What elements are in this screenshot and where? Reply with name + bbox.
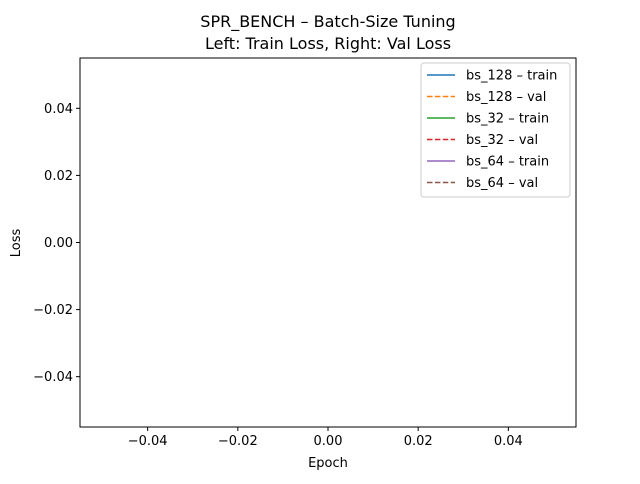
y-tick-label: 0.00 [44,236,73,251]
x-axis-label: Epoch [308,456,348,471]
legend-label: bs_32 – val [466,133,538,148]
x-tick-label: 0.02 [404,434,433,449]
y-axis-ticks: 0.04 0.02 0.00 −0.02 −0.04 [33,102,80,385]
chart-subtitle: Left: Train Loss, Right: Val Loss [205,34,451,53]
y-tick-label: 0.02 [44,169,73,184]
y-axis-label: Loss [9,229,24,258]
x-tick-label: −0.04 [128,434,168,449]
y-tick-label: −0.04 [33,370,73,385]
x-tick-label: 0.00 [314,434,343,449]
chart-title: SPR_BENCH – Batch-Size Tuning [200,12,455,32]
legend-label: bs_128 – val [466,90,546,105]
y-tick-label: 0.04 [44,102,73,117]
x-tick-label: −0.02 [218,434,258,449]
y-tick-label: −0.02 [33,303,73,318]
legend-label: bs_128 – train [466,69,557,84]
x-axis-ticks: −0.04 −0.02 0.00 0.02 0.04 [128,427,523,449]
legend: bs_128 – train bs_128 – val bs_32 – train b… [420,62,571,198]
legend-label: bs_64 – val [466,176,538,191]
legend-box [420,62,571,198]
x-tick-label: 0.04 [494,434,523,449]
legend-label: bs_32 – train [466,112,549,127]
legend-label: bs_64 – train [466,155,549,170]
